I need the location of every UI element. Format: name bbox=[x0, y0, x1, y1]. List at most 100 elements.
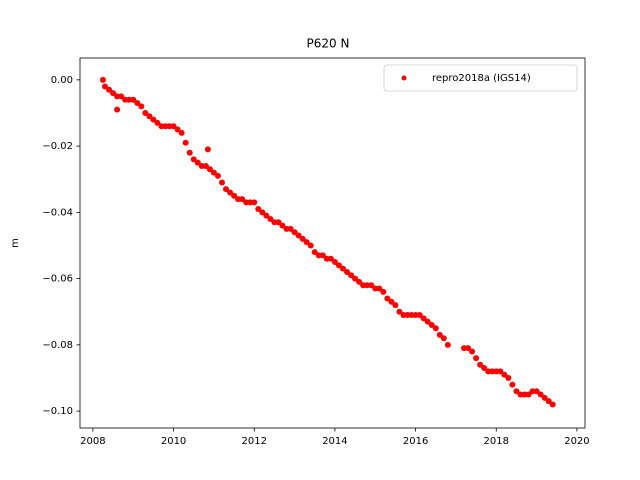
y-tick-label: −0.04 bbox=[42, 207, 73, 218]
data-point bbox=[154, 119, 161, 126]
data-point bbox=[134, 100, 141, 107]
data-point bbox=[432, 325, 439, 332]
y-tick-label: −0.02 bbox=[42, 141, 73, 152]
x-tick-label: 2020 bbox=[564, 436, 589, 447]
data-point bbox=[501, 371, 508, 378]
y-tick-label: 0.00 bbox=[51, 75, 73, 86]
data-point bbox=[291, 229, 298, 236]
data-point bbox=[204, 146, 211, 153]
data-point bbox=[335, 262, 342, 269]
data-point bbox=[194, 159, 201, 166]
data-point bbox=[239, 196, 246, 203]
data-point bbox=[210, 169, 217, 176]
data-point bbox=[287, 225, 294, 232]
x-tick-label: 2012 bbox=[242, 436, 267, 447]
data-point bbox=[537, 391, 544, 398]
data-point bbox=[206, 166, 213, 173]
data-point bbox=[279, 222, 286, 229]
data-point bbox=[303, 239, 310, 246]
data-point bbox=[331, 259, 338, 266]
data-point bbox=[545, 398, 552, 405]
chart-title: P620 N bbox=[307, 37, 350, 51]
data-point bbox=[497, 368, 504, 375]
data-point bbox=[307, 242, 314, 249]
data-point bbox=[259, 209, 266, 216]
x-tick-label: 2010 bbox=[161, 436, 186, 447]
x-tick-label: 2016 bbox=[403, 436, 428, 447]
data-point bbox=[549, 401, 556, 408]
data-point bbox=[348, 272, 355, 279]
data-point bbox=[525, 391, 532, 398]
data-point bbox=[99, 76, 106, 83]
data-point bbox=[327, 255, 334, 262]
data-point bbox=[541, 394, 548, 401]
data-point bbox=[186, 149, 193, 156]
y-tick-label: −0.08 bbox=[42, 340, 73, 351]
data-point bbox=[416, 312, 423, 319]
data-point bbox=[444, 341, 451, 348]
data-point bbox=[146, 113, 153, 120]
legend-marker bbox=[401, 75, 407, 81]
data-point bbox=[356, 278, 363, 285]
data-point bbox=[130, 96, 137, 103]
data-point bbox=[202, 162, 209, 169]
data-point bbox=[102, 83, 109, 90]
data-point bbox=[339, 265, 346, 272]
data-point bbox=[251, 199, 258, 206]
data-point bbox=[255, 206, 262, 213]
data-point bbox=[263, 212, 270, 219]
data-point bbox=[275, 219, 282, 226]
data-point bbox=[190, 156, 197, 163]
y-tick-label: −0.10 bbox=[42, 406, 73, 417]
data-point bbox=[118, 93, 125, 100]
data-point bbox=[182, 139, 189, 146]
data-point bbox=[311, 249, 318, 256]
data-point bbox=[469, 348, 476, 355]
x-tick-label: 2008 bbox=[80, 436, 105, 447]
data-point bbox=[267, 215, 274, 222]
data-point bbox=[388, 298, 395, 305]
data-point bbox=[533, 388, 540, 395]
data-point bbox=[509, 381, 516, 388]
data-point bbox=[428, 321, 435, 328]
data-point bbox=[513, 388, 520, 395]
data-point bbox=[178, 129, 185, 136]
data-point bbox=[477, 361, 484, 368]
data-point bbox=[231, 192, 238, 199]
data-point bbox=[142, 109, 149, 116]
data-point bbox=[436, 331, 443, 338]
data-point bbox=[465, 345, 472, 352]
data-point bbox=[505, 374, 512, 381]
data-point bbox=[299, 235, 306, 242]
data-point bbox=[138, 103, 145, 110]
data-point bbox=[218, 179, 225, 186]
data-point bbox=[114, 106, 121, 113]
data-point bbox=[227, 189, 234, 196]
data-point bbox=[214, 172, 221, 179]
data-point bbox=[440, 335, 447, 342]
data-point bbox=[376, 285, 383, 292]
data-point bbox=[368, 282, 375, 289]
data-point bbox=[344, 268, 351, 275]
data-point bbox=[295, 232, 302, 239]
data-point bbox=[396, 308, 403, 315]
data-point bbox=[319, 252, 326, 259]
plot-frame bbox=[79, 57, 586, 429]
x-tick-label: 2018 bbox=[484, 436, 509, 447]
data-point bbox=[420, 315, 427, 322]
data-point bbox=[170, 123, 177, 130]
data-point bbox=[106, 86, 113, 93]
data-point bbox=[380, 288, 387, 295]
data-point bbox=[384, 295, 391, 302]
data-point bbox=[150, 116, 157, 123]
legend-box bbox=[383, 64, 578, 92]
y-tick-label: −0.06 bbox=[42, 274, 73, 285]
data-point bbox=[424, 318, 431, 325]
x-tick-label: 2014 bbox=[322, 436, 347, 447]
data-point bbox=[110, 90, 117, 97]
data-point bbox=[223, 186, 230, 193]
y-axis-label: m bbox=[10, 238, 21, 248]
data-point bbox=[473, 355, 480, 362]
data-point bbox=[481, 365, 488, 372]
